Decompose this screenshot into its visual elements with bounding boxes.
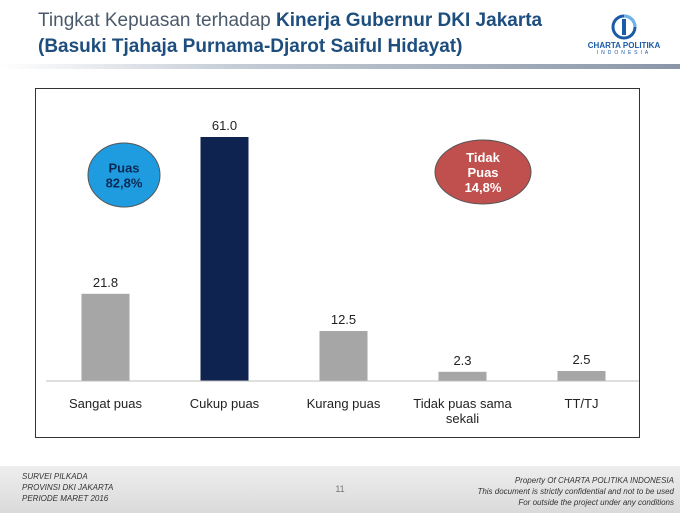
- category-label: Sangat puas: [69, 396, 143, 411]
- footer-survey-info: SURVEI PILKADA PROVINSI DKI JAKARTA PERI…: [22, 471, 113, 504]
- chart-frame: 21.8 Sangat puas 61.0 Cukup puas 12.5 Kurang …: [35, 88, 641, 438]
- footer-right-line: Property Of CHARTA POLITIKA INDONESIA: [514, 476, 674, 485]
- title-line-1: Tingkat Kepuasan terhadap Kinerja Gubern…: [38, 8, 578, 34]
- logo-name: CHARTA POLITIKA: [587, 41, 661, 50]
- data-label: 21.8: [93, 275, 118, 290]
- title-bold: Kinerja Gubernur DKI Jakarta: [276, 10, 543, 31]
- bar: [319, 331, 368, 381]
- data-label: 2.5: [572, 352, 590, 367]
- annotation-bubble: [87, 142, 161, 208]
- annotation-text: Puas: [467, 165, 498, 180]
- title-prefix: Tingkat Kepuasan terhadap: [38, 10, 277, 31]
- logo-sub: INDONESIA: [596, 50, 652, 56]
- logo-emblem-icon: [611, 14, 637, 40]
- page-number: 11: [335, 484, 345, 494]
- annotation-text: Tidak: [466, 150, 500, 165]
- footer-left-line: PERIODE MARET 2016: [22, 494, 109, 503]
- data-label: 61.0: [212, 118, 237, 133]
- footer: SURVEI PILKADA PROVINSI DKI JAKARTA PERI…: [0, 466, 680, 513]
- bar: [200, 137, 249, 381]
- footer-left-line: PROVINSI DKI JAKARTA: [22, 483, 114, 492]
- bar: [438, 371, 487, 381]
- data-label: 12.5: [331, 312, 356, 327]
- charta-politika-logo: CHARTA POLITIKA INDONESIA: [572, 14, 676, 58]
- annotation-text: 82,8%: [106, 176, 143, 191]
- footer-right-line: For outside the project under any condit…: [518, 498, 674, 507]
- footer-confidential: Property Of CHARTA POLITIKA INDONESIA Th…: [477, 475, 674, 508]
- footer-left-line: SURVEI PILKADA: [22, 472, 88, 481]
- category-label: Tidak puas sama: [413, 396, 512, 411]
- category-label: TT/TJ: [565, 396, 599, 411]
- bar: [557, 371, 606, 381]
- title-divider: [0, 64, 680, 69]
- bar-chart: 21.8 Sangat puas 61.0 Cukup puas 12.5 Kurang …: [46, 118, 641, 426]
- footer-right-line: This document is strictly confidential a…: [477, 487, 674, 496]
- category-label: sekali: [446, 411, 479, 426]
- annotation-text: Puas: [108, 161, 139, 176]
- data-label: 2.3: [453, 353, 471, 368]
- category-label: Cukup puas: [190, 396, 260, 411]
- bar: [81, 293, 130, 381]
- annotation-text: 14,8%: [465, 180, 502, 195]
- category-label: Kurang puas: [307, 396, 381, 411]
- annotation-bubble: [434, 139, 532, 205]
- slide-title: Tingkat Kepuasan terhadap Kinerja Gubern…: [38, 8, 578, 60]
- title-line-2: (Basuki Tjahaja Purnama-Djarot Saiful Hi…: [38, 36, 463, 57]
